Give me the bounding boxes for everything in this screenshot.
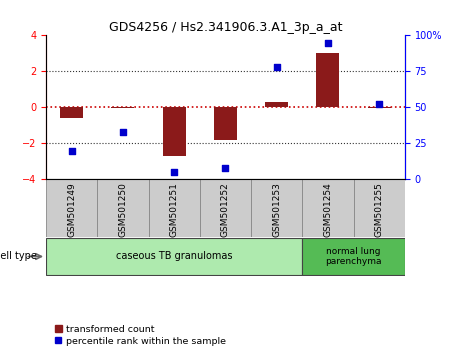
Bar <box>316 53 339 107</box>
Point <box>68 148 75 153</box>
Bar <box>199 179 251 237</box>
Point <box>119 129 126 135</box>
Text: GSM501251: GSM501251 <box>169 182 178 237</box>
Bar <box>213 107 236 140</box>
Text: GSM501252: GSM501252 <box>220 182 230 236</box>
Text: cell type: cell type <box>0 251 37 262</box>
Bar <box>46 179 97 237</box>
Legend: transformed count, percentile rank within the sample: transformed count, percentile rank withi… <box>50 321 229 349</box>
Bar <box>353 179 404 237</box>
Bar <box>251 179 302 237</box>
Text: GSM501249: GSM501249 <box>67 182 76 236</box>
Bar <box>60 107 83 118</box>
Bar <box>302 238 404 275</box>
Bar <box>367 107 390 108</box>
Bar <box>46 238 302 275</box>
Bar <box>264 102 287 107</box>
Text: caseous TB granulomas: caseous TB granulomas <box>116 251 232 262</box>
Text: GSM501253: GSM501253 <box>272 182 280 237</box>
Point <box>272 64 280 70</box>
Text: GSM501255: GSM501255 <box>374 182 383 237</box>
Point <box>221 165 229 171</box>
Bar <box>302 179 353 237</box>
Point <box>375 102 382 107</box>
Point <box>170 169 178 175</box>
Text: normal lung
parenchyma: normal lung parenchyma <box>325 247 381 266</box>
Bar <box>97 179 148 237</box>
Text: GSM501254: GSM501254 <box>323 182 332 236</box>
Title: GDS4256 / Hs2.341906.3.A1_3p_a_at: GDS4256 / Hs2.341906.3.A1_3p_a_at <box>108 21 341 34</box>
Bar <box>148 179 199 237</box>
Bar <box>111 107 134 108</box>
Bar <box>162 107 185 156</box>
Point <box>324 40 331 45</box>
Text: GSM501250: GSM501250 <box>118 182 127 237</box>
